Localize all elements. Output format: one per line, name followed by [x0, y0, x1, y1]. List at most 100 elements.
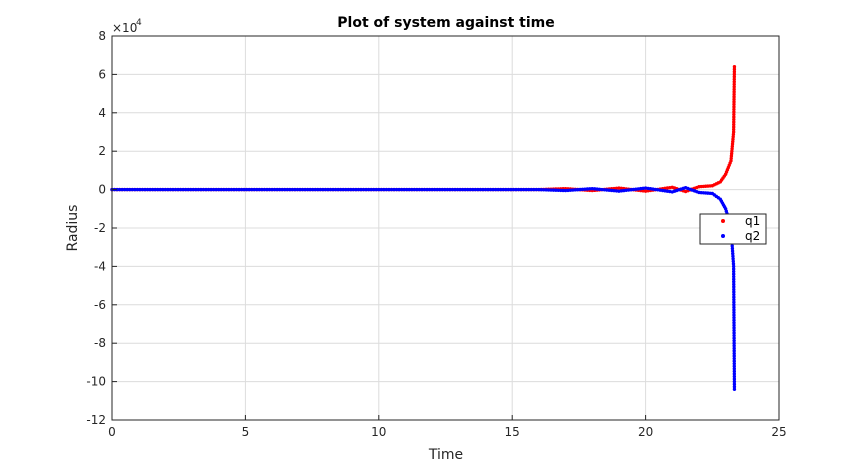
data-point-q2: [173, 187, 178, 192]
data-point-q2: [468, 187, 472, 192]
data-point-q2: [313, 187, 317, 192]
data-point-q2: [260, 187, 264, 192]
data-point-q2: [206, 187, 211, 192]
data-point-q2: [516, 187, 521, 192]
data-point-q2: [731, 254, 735, 258]
data-point-q2: [115, 187, 119, 192]
data-point-q2: [435, 187, 439, 192]
data-point-q2: [730, 249, 735, 253]
data-point-q2: [176, 187, 180, 192]
legend: q1 q2: [699, 213, 767, 245]
data-point-q2: [399, 187, 404, 192]
data-point-q2: [732, 295, 736, 299]
data-point-q2: [204, 187, 208, 192]
data-point-q2: [458, 187, 462, 192]
data-point-q2: [544, 188, 548, 192]
data-point-q2: [559, 188, 563, 193]
data-point-q2: [125, 187, 129, 192]
data-point-q2: [524, 187, 528, 192]
data-point-q2: [443, 187, 447, 192]
y-tick-label: 2: [98, 144, 106, 158]
data-point-q2: [417, 187, 422, 192]
data-point-q2: [499, 187, 503, 192]
data-point-q2: [244, 187, 249, 192]
data-point-q2: [407, 187, 411, 192]
data-point-q2: [466, 187, 470, 192]
data-point-q2: [732, 310, 736, 315]
data-point-q2: [191, 187, 196, 192]
data-point-q2: [732, 369, 737, 374]
data-point-q2: [374, 187, 378, 192]
data-point-q2: [148, 187, 152, 192]
data-point-q2: [158, 187, 162, 192]
data-point-q2: [453, 187, 457, 192]
data-point-q2: [425, 187, 429, 192]
data-point-q2: [143, 187, 147, 192]
data-point-q2: [410, 187, 414, 192]
data-point-q2: [298, 187, 302, 192]
y-exponent-multiplier: ×10: [112, 21, 137, 35]
data-point-q2: [481, 187, 485, 192]
y-tick-label: -2: [94, 221, 106, 235]
x-tick-label: 10: [371, 425, 386, 439]
y-tick-label: -10: [86, 375, 106, 389]
data-point-q2: [732, 282, 736, 287]
data-point-q2: [519, 187, 523, 192]
data-point-q2: [359, 187, 363, 192]
data-point-q2: [415, 187, 419, 192]
data-point-q2: [471, 187, 475, 192]
data-point-q2: [222, 187, 226, 192]
data-point-q2: [217, 187, 221, 192]
data-point-q2: [732, 349, 736, 353]
data-point-q2: [257, 187, 262, 192]
data-point-q2: [732, 382, 737, 386]
data-point-q2: [463, 187, 467, 192]
data-point-q2: [521, 187, 526, 192]
data-point-q2: [732, 333, 736, 338]
data-point-q2: [731, 259, 735, 263]
data-point-q2: [732, 377, 737, 381]
data-point-q2: [583, 187, 587, 191]
data-point-q1: [732, 72, 737, 76]
data-point-q2: [732, 356, 736, 361]
data-point-q2: [732, 290, 736, 294]
data-point-q2: [194, 187, 198, 192]
data-point-q2: [364, 187, 368, 192]
data-point-q2: [732, 323, 736, 327]
data-point-q2: [196, 187, 201, 192]
data-point-q2: [227, 187, 231, 192]
y-tick-label: -6: [94, 298, 106, 312]
data-point-q2: [326, 187, 330, 192]
data-point-q1: [732, 115, 736, 119]
data-point-q2: [377, 187, 381, 192]
data-point-q2: [509, 187, 513, 192]
data-point-q1: [732, 97, 736, 102]
data-point-q2: [566, 188, 570, 193]
data-point-q1: [732, 77, 736, 81]
y-tick-label: 8: [98, 29, 106, 43]
data-point-q2: [422, 187, 427, 192]
data-point-q2: [412, 187, 417, 192]
data-point-q2: [318, 187, 323, 192]
data-point-q2: [387, 187, 391, 192]
data-point-q2: [328, 187, 333, 192]
data-point-q2: [731, 264, 736, 269]
data-point-q2: [163, 187, 168, 192]
data-point-q2: [731, 272, 736, 276]
data-point-q2: [336, 187, 340, 192]
data-point-q2: [239, 187, 244, 192]
data-point-q2: [379, 187, 384, 192]
data-point-q2: [250, 187, 254, 192]
data-point-q1: [732, 117, 736, 122]
data-point-q2: [549, 188, 553, 192]
x-tick-label: 15: [505, 425, 520, 439]
data-point-q2: [732, 277, 736, 281]
y-exponent-power: 4: [136, 18, 142, 28]
data-point-q2: [732, 344, 736, 348]
data-point-q2: [732, 321, 736, 325]
data-point-q2: [308, 187, 312, 192]
data-point-q2: [361, 187, 366, 192]
data-point-q2: [262, 187, 267, 192]
data-point-q2: [356, 187, 361, 192]
data-point-q2: [731, 257, 735, 261]
